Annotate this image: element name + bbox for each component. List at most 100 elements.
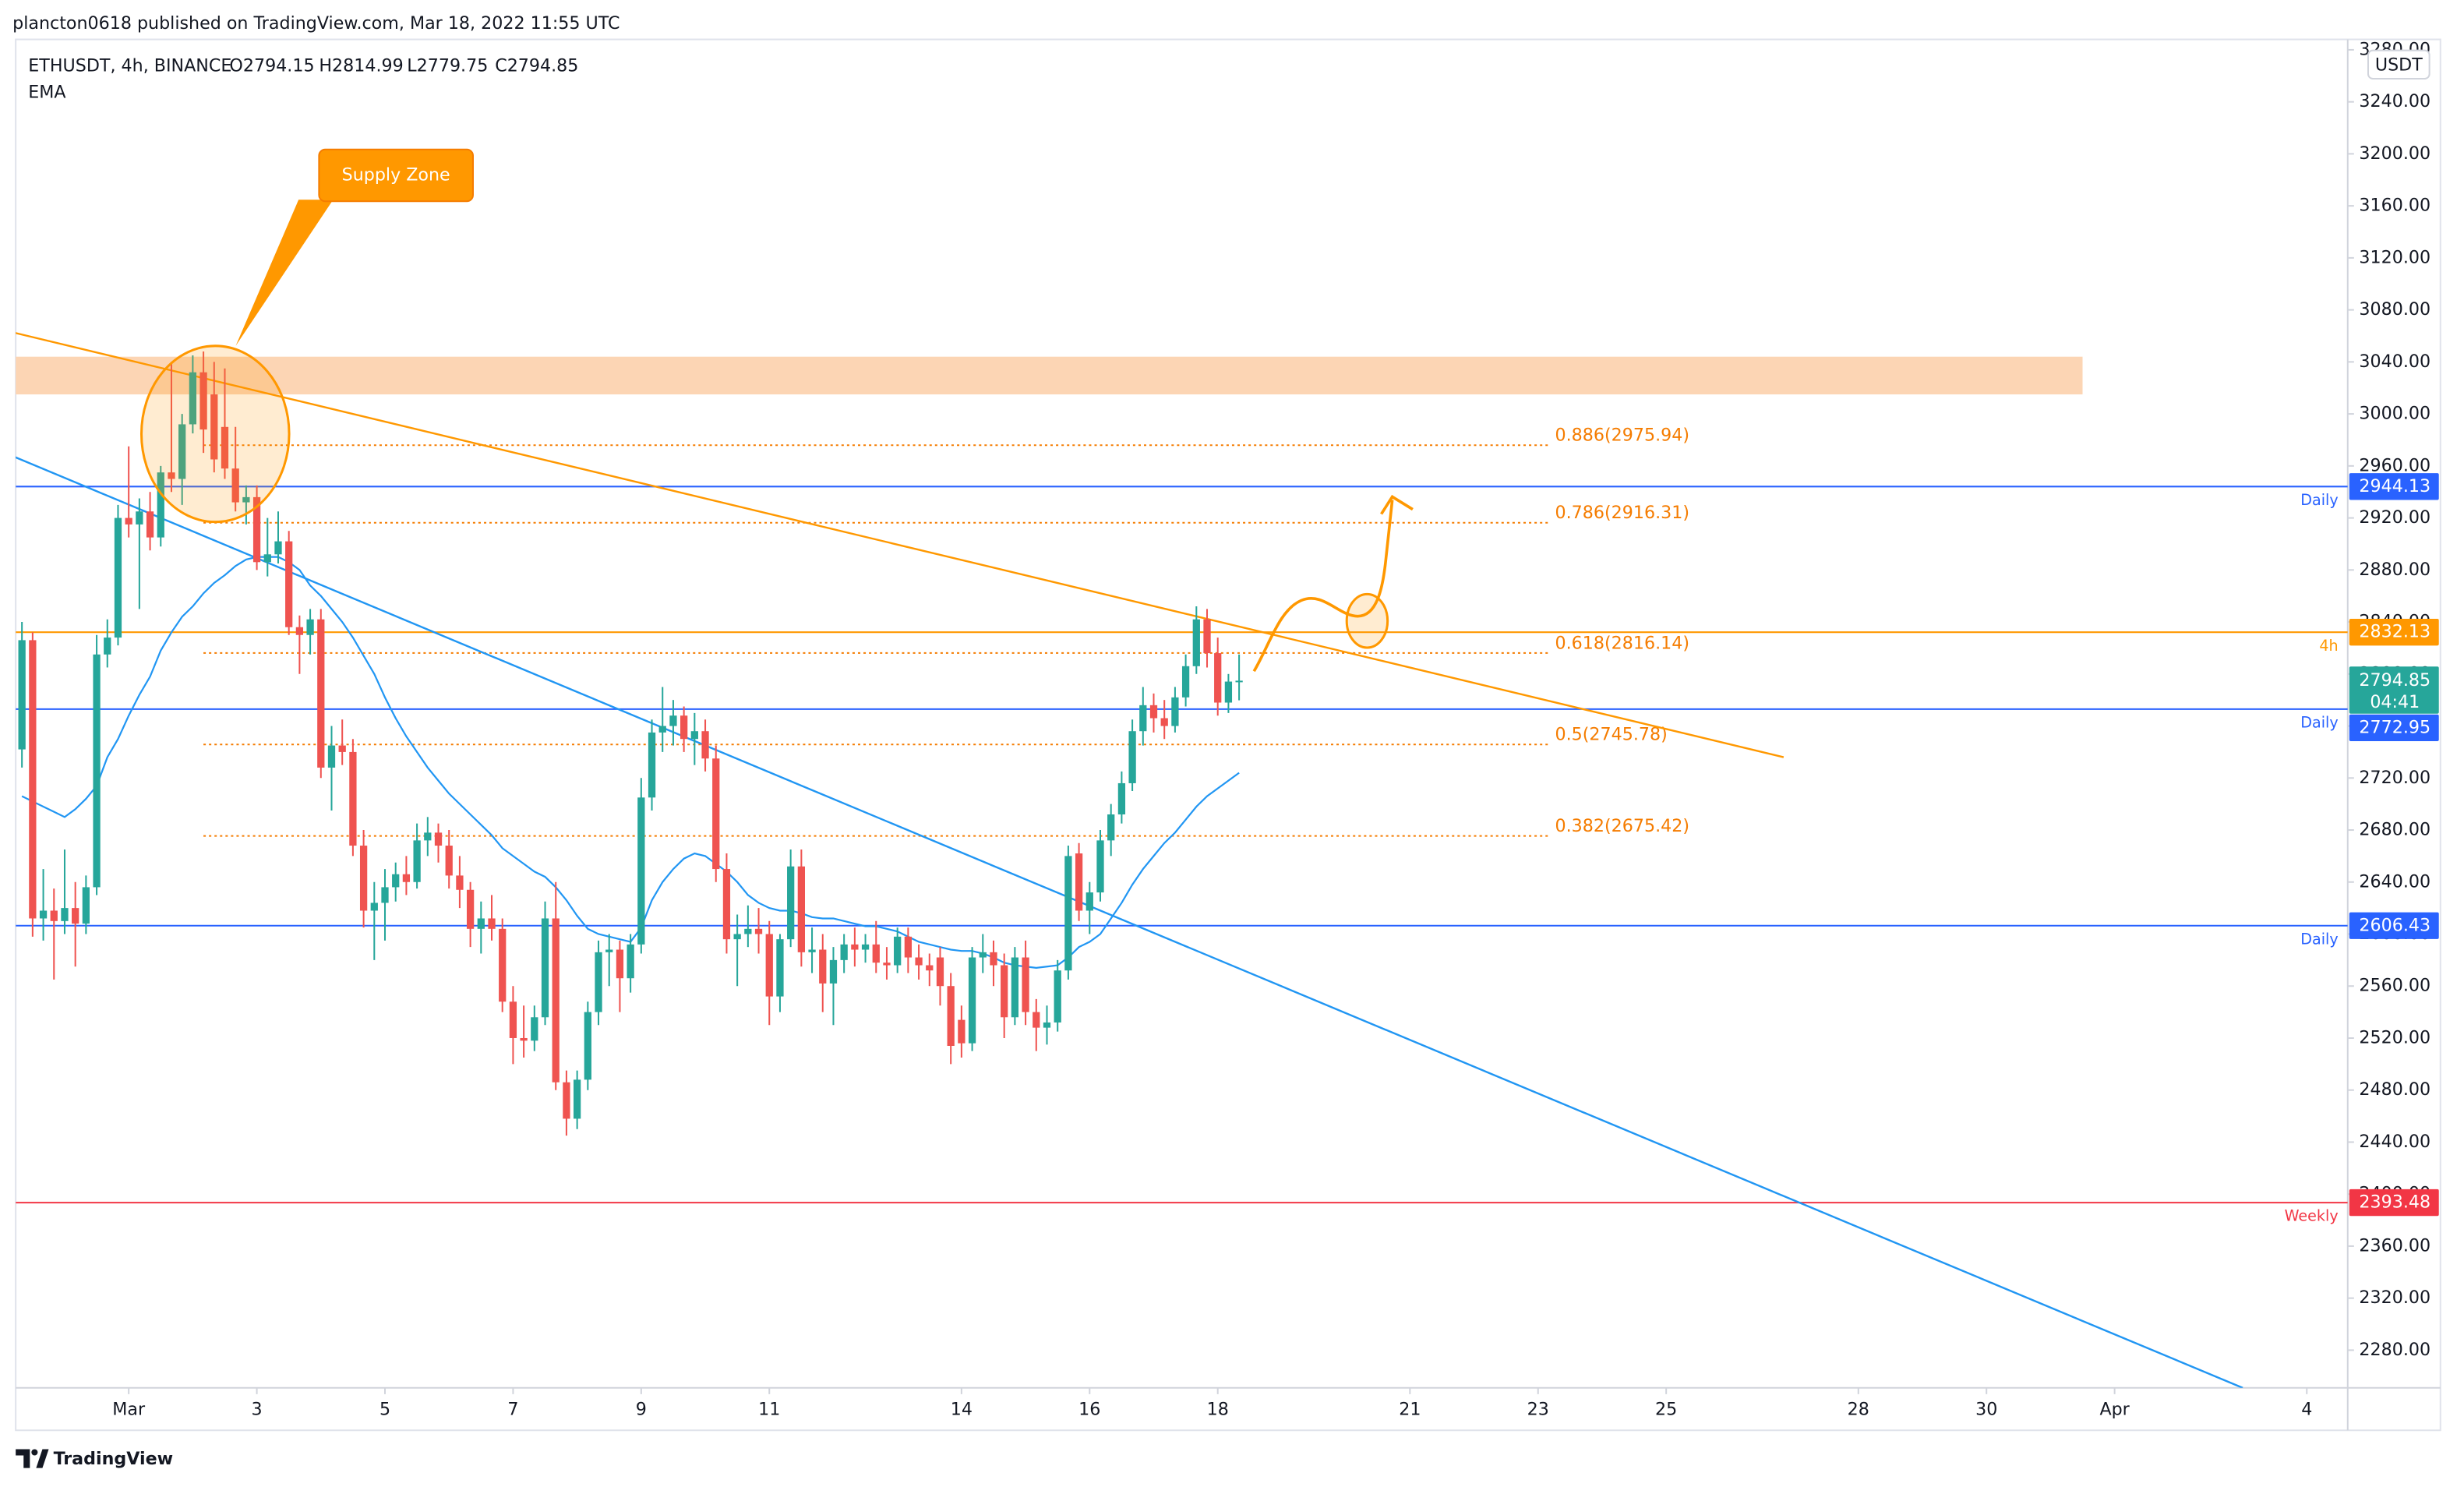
legend-open: O2794.15 xyxy=(229,55,314,76)
candle-body xyxy=(125,517,132,525)
candle-body xyxy=(466,889,475,929)
trendline xyxy=(16,332,1784,758)
candle-body xyxy=(424,832,432,841)
y-tick-label: 3240.00 xyxy=(2359,91,2430,111)
candle-body xyxy=(104,638,111,655)
candle-body xyxy=(1011,957,1019,1018)
candle-body xyxy=(274,541,282,555)
candle-body xyxy=(306,619,314,635)
level-tag: Daily xyxy=(2300,930,2338,948)
y-tick-label: 2880.00 xyxy=(2359,560,2430,580)
supply-zone xyxy=(16,356,2083,395)
candle-body xyxy=(61,908,69,921)
candle-body xyxy=(744,928,752,934)
price-tag xyxy=(2349,912,2439,939)
price-tag xyxy=(2349,473,2439,500)
candle-body xyxy=(851,944,859,950)
candle-body xyxy=(146,511,154,538)
footer-brand: TradingView xyxy=(54,1449,174,1469)
candle-body xyxy=(669,715,677,726)
candle-body xyxy=(477,918,485,929)
candle-body xyxy=(1128,731,1136,783)
x-tick-label: 4 xyxy=(2301,1400,2312,1420)
level-tag: 4h xyxy=(2319,637,2338,655)
callout-box xyxy=(318,148,474,203)
candle-body xyxy=(627,944,634,979)
countdown-label: 04:41 xyxy=(2370,692,2420,712)
y-tick-label: 2520.00 xyxy=(2359,1027,2430,1047)
candle-body xyxy=(701,731,709,759)
candle-body xyxy=(1224,681,1233,703)
candle-body xyxy=(499,928,507,1002)
candle-body xyxy=(359,846,368,911)
candle-body xyxy=(242,496,250,503)
candle-body xyxy=(1086,892,1093,911)
fib-label: 0.5(2745.78) xyxy=(1555,725,1668,745)
x-tick-label: 28 xyxy=(1848,1400,1869,1420)
drawings: Supply Zone xyxy=(139,148,1414,673)
candle-body xyxy=(1235,680,1243,683)
currency-label: USDT xyxy=(2375,55,2423,75)
candle-body xyxy=(349,751,357,846)
candle-body xyxy=(1203,619,1211,654)
candle-body xyxy=(1001,965,1008,1018)
y-tick-label: 2480.00 xyxy=(2359,1079,2430,1100)
candle-body xyxy=(114,517,122,638)
candle-body xyxy=(573,1079,581,1119)
price-tag-label: 2393.48 xyxy=(2359,1192,2430,1213)
candle-body xyxy=(1192,619,1200,666)
candle-body xyxy=(605,949,613,952)
candle-body xyxy=(136,511,143,525)
candle-body xyxy=(1075,853,1083,911)
candle-body xyxy=(509,1001,517,1038)
price-tag-label: 2606.43 xyxy=(2359,915,2430,935)
candle-body xyxy=(1117,782,1126,814)
logo-dot xyxy=(31,1449,38,1456)
candle-body xyxy=(285,541,293,627)
candle-body xyxy=(82,887,90,924)
y-tick-label: 3040.00 xyxy=(2359,351,2430,372)
candle-body xyxy=(658,726,666,733)
published-line: plancton0618 published on TradingView.co… xyxy=(12,13,620,34)
candle-body xyxy=(1139,705,1147,732)
x-tick-label: 18 xyxy=(1207,1400,1229,1420)
candle-body xyxy=(1054,970,1061,1023)
currency-box[interactable] xyxy=(2367,49,2430,79)
candle-body xyxy=(894,936,902,966)
axes: 2280.002320.002360.002400.002440.002480.… xyxy=(112,39,2439,1420)
candle-body xyxy=(531,1017,538,1041)
y-tick-label: 2280.00 xyxy=(2359,1340,2430,1360)
candle-body xyxy=(18,640,26,750)
y-tick-label: 3120.00 xyxy=(2359,247,2430,267)
price-tag-label: 2832.13 xyxy=(2359,622,2430,642)
candle-body xyxy=(712,758,720,870)
candle-body xyxy=(754,928,763,934)
last-price-tag xyxy=(2349,666,2439,714)
candle-body xyxy=(434,832,443,846)
fib-label: 0.886(2975.94) xyxy=(1555,426,1689,446)
candle-body xyxy=(808,949,816,952)
y-tick-label: 2720.00 xyxy=(2359,768,2430,788)
candle-body xyxy=(563,1082,570,1119)
legend: ETHUSDT, 4h, BINANCE O2794.15 H2814.99 L… xyxy=(28,55,578,102)
x-tick-label: 9 xyxy=(636,1400,647,1420)
indicator-name: EMA xyxy=(28,83,65,103)
x-tick-label: 25 xyxy=(1655,1400,1677,1420)
candle-body xyxy=(413,840,421,882)
trendline xyxy=(16,456,2243,1388)
y-tick-label: 2680.00 xyxy=(2359,820,2430,840)
x-tick-label: 30 xyxy=(1975,1400,1997,1420)
y-tick-label: 2320.00 xyxy=(2359,1287,2430,1308)
legend-low: L2779.75 xyxy=(407,55,488,76)
plot-area: 0.886(2975.94) 0.786(2916.31) 0.618(2816.1… xyxy=(16,332,2348,1388)
candle-body xyxy=(968,957,976,1044)
y-tick-label: 2440.00 xyxy=(2359,1132,2430,1152)
y-tick-label: 3000.00 xyxy=(2359,404,2430,424)
candle-body xyxy=(317,619,325,768)
candle-body xyxy=(50,910,58,921)
candle-body xyxy=(861,944,870,950)
y-tick-label: 3080.00 xyxy=(2359,299,2430,320)
candle-body xyxy=(776,939,784,997)
logo-slash xyxy=(36,1449,49,1468)
